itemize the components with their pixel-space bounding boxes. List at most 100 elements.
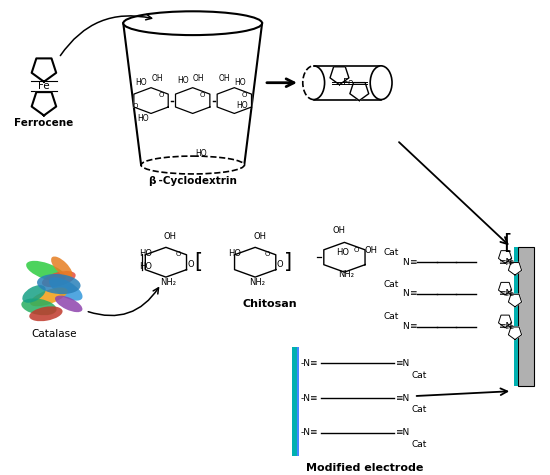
Text: NH₂: NH₂ <box>160 277 176 286</box>
Text: O: O <box>158 92 164 97</box>
Text: HO: HO <box>234 78 246 87</box>
Polygon shape <box>234 247 276 277</box>
Text: O: O <box>133 103 138 108</box>
Polygon shape <box>498 282 512 295</box>
Text: ]: ] <box>284 252 292 272</box>
Ellipse shape <box>55 295 82 312</box>
Text: HO: HO <box>195 149 206 158</box>
Ellipse shape <box>42 271 76 287</box>
Bar <box>297 346 299 456</box>
Text: ≡: ≡ <box>409 289 416 298</box>
Text: [: [ <box>195 252 203 272</box>
Text: OH: OH <box>218 74 230 83</box>
Ellipse shape <box>30 287 68 306</box>
Text: OH: OH <box>164 232 177 241</box>
Ellipse shape <box>302 66 324 100</box>
Text: ≡: ≡ <box>409 258 416 267</box>
Text: ≡N: ≡N <box>395 394 409 403</box>
Polygon shape <box>330 67 349 85</box>
Text: Cat: Cat <box>383 248 399 257</box>
Polygon shape <box>314 66 381 100</box>
Text: O: O <box>188 260 194 269</box>
Text: HO: HO <box>336 248 349 257</box>
FancyArrowPatch shape <box>88 288 158 315</box>
Text: O: O <box>265 251 270 257</box>
Text: O: O <box>354 247 360 253</box>
Text: O: O <box>175 251 181 257</box>
Text: Cat: Cat <box>412 406 427 415</box>
Text: ≡N: ≡N <box>395 428 409 437</box>
Text: OH: OH <box>333 226 346 235</box>
Ellipse shape <box>51 256 73 278</box>
Polygon shape <box>508 294 521 307</box>
Text: ≡N: ≡N <box>498 258 513 267</box>
Polygon shape <box>145 247 186 277</box>
Ellipse shape <box>49 277 82 301</box>
Text: Cat: Cat <box>412 371 427 380</box>
Text: Catalase: Catalase <box>31 329 76 339</box>
FancyArrowPatch shape <box>60 14 152 56</box>
Text: ≡: ≡ <box>409 322 416 331</box>
Bar <box>518 247 534 386</box>
Text: O: O <box>241 92 247 97</box>
Text: -N≡: -N≡ <box>301 394 318 403</box>
Ellipse shape <box>370 66 392 100</box>
Text: OH: OH <box>193 74 205 83</box>
Polygon shape <box>350 83 368 101</box>
Text: HO: HO <box>236 101 248 110</box>
Text: ≡N: ≡N <box>498 322 513 331</box>
Polygon shape <box>217 88 251 114</box>
Text: OH: OH <box>365 246 378 255</box>
Ellipse shape <box>141 156 244 174</box>
Text: Cat: Cat <box>412 440 427 449</box>
Polygon shape <box>498 251 512 263</box>
Polygon shape <box>324 242 365 272</box>
Text: O: O <box>277 260 284 269</box>
Text: ≡N: ≡N <box>395 359 409 368</box>
Polygon shape <box>508 263 521 275</box>
Text: Modified electrode: Modified electrode <box>306 463 423 473</box>
Polygon shape <box>175 88 210 114</box>
Text: OH: OH <box>253 232 266 241</box>
Text: OH: OH <box>151 74 163 83</box>
Text: ≡N: ≡N <box>498 289 513 298</box>
Ellipse shape <box>21 298 57 315</box>
Bar <box>292 346 297 456</box>
Text: Ferrocene: Ferrocene <box>14 118 74 128</box>
Text: HO: HO <box>139 262 152 271</box>
Text: HO: HO <box>139 249 152 258</box>
Bar <box>514 247 518 386</box>
Text: Cat: Cat <box>383 312 399 321</box>
Text: Fe: Fe <box>506 323 514 330</box>
Text: N: N <box>402 322 409 331</box>
Text: HO: HO <box>138 114 149 123</box>
Text: Chitosan: Chitosan <box>243 299 298 309</box>
Ellipse shape <box>23 285 46 303</box>
Text: O: O <box>200 92 205 97</box>
Text: -Fe-: -Fe- <box>341 78 358 87</box>
Text: Fe: Fe <box>506 291 514 297</box>
Ellipse shape <box>123 11 262 35</box>
Text: N: N <box>402 258 409 267</box>
Text: Fe: Fe <box>38 81 50 91</box>
Ellipse shape <box>26 261 65 282</box>
Ellipse shape <box>37 274 80 294</box>
Text: -N≡: -N≡ <box>301 428 318 437</box>
Text: [: [ <box>503 233 512 253</box>
Polygon shape <box>123 23 262 165</box>
Polygon shape <box>32 92 56 115</box>
Text: NH₂: NH₂ <box>249 277 265 286</box>
Ellipse shape <box>29 306 63 321</box>
Text: HO: HO <box>228 249 241 258</box>
Polygon shape <box>508 327 521 340</box>
Text: HO: HO <box>177 76 189 85</box>
Text: β -Cyclodextrin: β -Cyclodextrin <box>148 176 236 186</box>
Text: N: N <box>402 289 409 298</box>
Polygon shape <box>32 58 56 82</box>
Text: -N≡: -N≡ <box>301 359 318 368</box>
Text: NH₂: NH₂ <box>338 270 354 279</box>
Text: Cat: Cat <box>383 279 399 288</box>
Text: Fe: Fe <box>506 259 514 265</box>
Polygon shape <box>498 315 512 328</box>
Text: HO: HO <box>135 78 147 87</box>
